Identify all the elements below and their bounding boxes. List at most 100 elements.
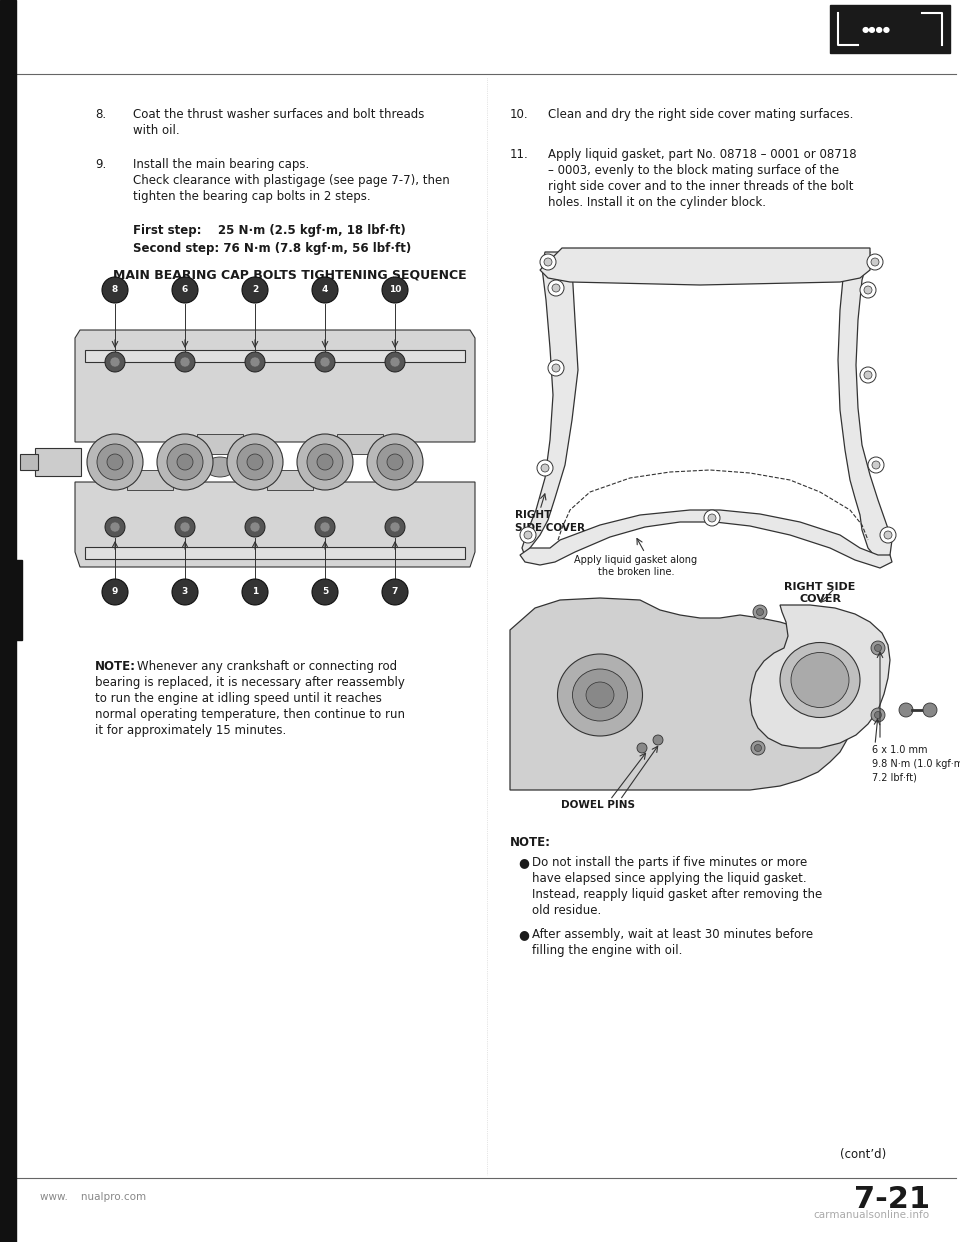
Text: to run the engine at idling speed until it reaches: to run the engine at idling speed until …: [95, 692, 382, 705]
Circle shape: [860, 366, 876, 383]
Circle shape: [250, 522, 260, 532]
Circle shape: [540, 255, 556, 270]
Text: ●●●●: ●●●●: [861, 25, 890, 35]
Circle shape: [315, 517, 335, 537]
Circle shape: [105, 351, 125, 373]
Text: 9: 9: [111, 587, 118, 596]
Circle shape: [180, 356, 190, 366]
Polygon shape: [197, 433, 243, 455]
Circle shape: [884, 532, 892, 539]
Text: Apply liquid gasket along
the broken line.: Apply liquid gasket along the broken lin…: [574, 555, 698, 578]
Text: After assembly, wait at least 30 minutes before: After assembly, wait at least 30 minutes…: [532, 928, 813, 941]
Text: 5: 5: [322, 587, 328, 596]
Circle shape: [105, 517, 125, 537]
Text: DOWEL PINS: DOWEL PINS: [561, 800, 635, 810]
Bar: [0, 0, 16, 1242]
Text: RIGHT
SIDE COVER: RIGHT SIDE COVER: [515, 510, 585, 533]
Text: 11.: 11.: [510, 148, 529, 161]
Text: 7: 7: [392, 587, 398, 596]
Polygon shape: [510, 597, 858, 790]
Circle shape: [237, 443, 273, 479]
Circle shape: [320, 356, 330, 366]
Text: normal operating temperature, then continue to run: normal operating temperature, then conti…: [95, 708, 405, 722]
Circle shape: [175, 517, 195, 537]
Text: Clean and dry the right side cover mating surfaces.: Clean and dry the right side cover matin…: [548, 108, 853, 120]
Text: Second step: 76 N·m (7.8 kgf·m, 56 lbf·ft): Second step: 76 N·m (7.8 kgf·m, 56 lbf·f…: [133, 242, 411, 255]
Circle shape: [552, 364, 560, 373]
Polygon shape: [267, 469, 313, 491]
Text: Instead, reapply liquid gasket after removing the: Instead, reapply liquid gasket after rem…: [532, 888, 823, 900]
Circle shape: [868, 457, 884, 473]
Text: ●: ●: [518, 856, 529, 869]
Ellipse shape: [205, 457, 235, 477]
Circle shape: [653, 735, 663, 745]
Text: MAIN BEARING CAP BOLTS TIGHTENING SEQUENCE: MAIN BEARING CAP BOLTS TIGHTENING SEQUEN…: [113, 268, 467, 281]
Circle shape: [102, 579, 128, 605]
Circle shape: [245, 351, 265, 373]
Circle shape: [177, 455, 193, 469]
Text: holes. Install it on the cylinder block.: holes. Install it on the cylinder block.: [548, 196, 766, 209]
Circle shape: [242, 277, 268, 303]
Circle shape: [382, 277, 408, 303]
Text: 8: 8: [112, 286, 118, 294]
Circle shape: [390, 356, 400, 366]
Circle shape: [552, 284, 560, 292]
Circle shape: [704, 510, 720, 527]
Circle shape: [87, 433, 143, 491]
Text: 3: 3: [181, 587, 188, 596]
Text: Install the main bearing caps.: Install the main bearing caps.: [133, 158, 309, 171]
Ellipse shape: [586, 682, 614, 708]
Text: tighten the bearing cap bolts in 2 steps.: tighten the bearing cap bolts in 2 steps…: [133, 190, 371, 202]
Circle shape: [377, 443, 413, 479]
Circle shape: [637, 743, 647, 753]
Circle shape: [871, 258, 879, 266]
Text: RIGHT SIDE
COVER: RIGHT SIDE COVER: [784, 582, 855, 605]
Text: 9.: 9.: [95, 158, 107, 171]
Text: 2: 2: [252, 286, 258, 294]
Text: Check clearance with plastigage (see page 7-7), then: Check clearance with plastigage (see pag…: [133, 174, 449, 188]
Circle shape: [872, 461, 880, 469]
Circle shape: [172, 277, 198, 303]
Text: 8.: 8.: [95, 108, 107, 120]
Circle shape: [537, 460, 553, 476]
Text: ●: ●: [518, 928, 529, 941]
Bar: [830, 5, 950, 53]
Circle shape: [390, 522, 400, 532]
Circle shape: [387, 455, 403, 469]
Polygon shape: [337, 433, 383, 455]
Circle shape: [751, 741, 765, 755]
Text: it for approximately 15 minutes.: it for approximately 15 minutes.: [95, 724, 286, 737]
Text: 1: 1: [252, 587, 258, 596]
Polygon shape: [522, 252, 578, 556]
Circle shape: [167, 443, 203, 479]
Circle shape: [102, 277, 128, 303]
Polygon shape: [540, 248, 870, 284]
Circle shape: [524, 532, 532, 539]
Text: 4: 4: [322, 286, 328, 294]
Circle shape: [107, 455, 123, 469]
Circle shape: [110, 522, 120, 532]
Text: bearing is replaced, it is necessary after reassembly: bearing is replaced, it is necessary aft…: [95, 676, 405, 689]
Circle shape: [875, 712, 881, 719]
Circle shape: [880, 527, 896, 543]
Text: First step:    25 N·m (2.5 kgf·m, 18 lbf·ft): First step: 25 N·m (2.5 kgf·m, 18 lbf·ft…: [133, 224, 406, 237]
Text: 9.8 N·m (1.0 kgf·m,: 9.8 N·m (1.0 kgf·m,: [872, 759, 960, 769]
Text: – 0003, evenly to the block mating surface of the: – 0003, evenly to the block mating surfa…: [548, 164, 839, 178]
Circle shape: [875, 645, 881, 652]
Circle shape: [110, 356, 120, 366]
Circle shape: [385, 351, 405, 373]
Circle shape: [867, 255, 883, 270]
Text: have elapsed since applying the liquid gasket.: have elapsed since applying the liquid g…: [532, 872, 806, 886]
Circle shape: [312, 277, 338, 303]
Circle shape: [923, 703, 937, 717]
Circle shape: [320, 522, 330, 532]
Circle shape: [520, 527, 536, 543]
Circle shape: [864, 371, 872, 379]
Circle shape: [250, 356, 260, 366]
Bar: [85, 350, 465, 361]
Polygon shape: [127, 469, 173, 491]
Circle shape: [871, 641, 885, 655]
Bar: [85, 546, 465, 559]
Polygon shape: [520, 510, 892, 568]
Text: 10: 10: [389, 286, 401, 294]
